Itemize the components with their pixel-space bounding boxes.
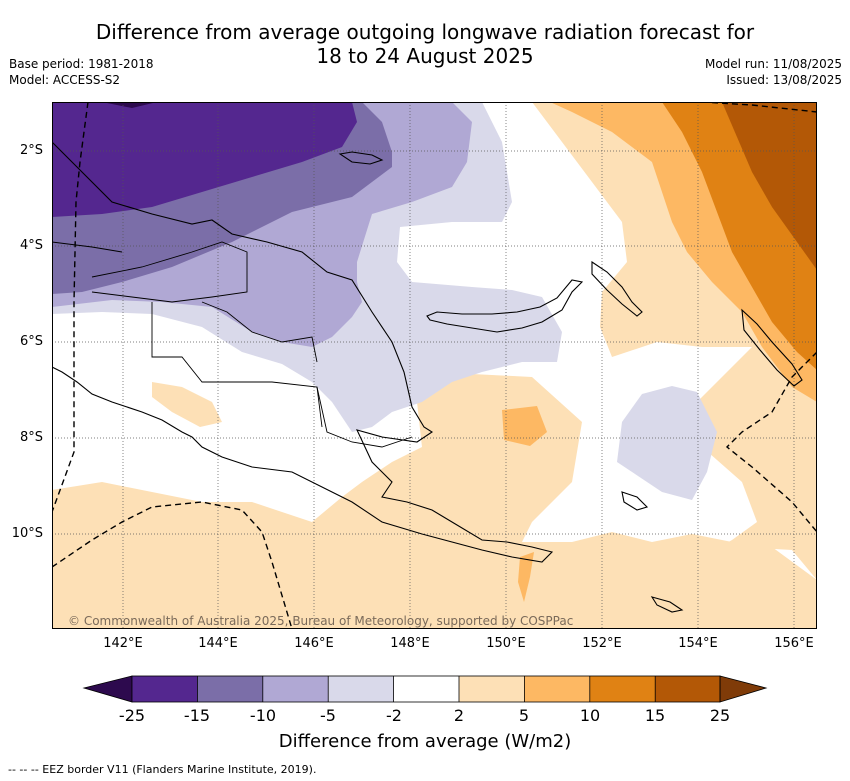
louisiade-coast	[650, 596, 684, 613]
colorbar-bin-neg25-neg15	[132, 676, 198, 702]
model-name: Model: ACCESS-S2	[9, 73, 121, 87]
x-label-148e: 148°E	[390, 636, 430, 651]
model-run: Model run: 11/08/2025	[704, 57, 842, 71]
colorbar-label-2: 2	[453, 706, 465, 725]
eez-east	[725, 351, 817, 533]
region-p5-10-south	[518, 552, 534, 602]
province-borders	[52, 241, 413, 448]
region-p2-5-south	[52, 374, 817, 629]
new-britain-coast	[426, 279, 584, 333]
colorbar-label-10: 10	[579, 706, 601, 725]
colorbar-extend-high	[719, 675, 768, 703]
colorbar-label-15: 15	[644, 706, 666, 725]
colorbar-title: Difference from average (W/m2)	[278, 731, 572, 752]
copyright-text: © Commonwealth of Australia 2025, Bureau…	[68, 614, 574, 628]
x-label-154e: 154°E	[678, 636, 718, 651]
x-label-150e: 150°E	[486, 636, 526, 651]
y-label-6s: 6°S	[19, 334, 43, 349]
colorbar-bin-neg15-neg10	[197, 676, 263, 702]
colorbar-label-neg10: -10	[249, 706, 277, 725]
region-neg25-neg15	[52, 102, 357, 217]
meta-left: Base period: 1981-2018 Model: ACCESS-S2	[9, 56, 154, 88]
colorbar-bin-neg2-2	[393, 676, 459, 702]
x-label-156e: 156°E	[774, 636, 814, 651]
colorbar-dividers	[131, 675, 721, 703]
base-period: Base period: 1981-2018	[9, 57, 154, 71]
colorbar-bin-neg10-neg5	[262, 676, 329, 702]
colorbar-bin-neg5-neg2	[328, 676, 394, 702]
colorbar-label-neg5: -5	[320, 706, 336, 725]
y-label-10s: 10°S	[11, 526, 43, 541]
colorbar-bin-2-5	[459, 676, 525, 702]
border-north	[91, 241, 248, 303]
y-label-2s: 2°S	[19, 143, 43, 158]
olr-anomaly-map	[52, 102, 817, 629]
colorbar-bin-15-25	[655, 676, 720, 702]
eez-borders	[52, 102, 817, 629]
meta-right: Model run: 11/08/2025 Issued: 13/08/2025	[705, 56, 842, 88]
colorbar-bin-5-10	[524, 676, 590, 702]
region-p15-25	[722, 102, 817, 270]
border-indonesia-png	[52, 241, 123, 437]
new-ireland-coast	[591, 260, 643, 317]
colorbar-bin-10-15	[589, 676, 656, 702]
map-frame	[52, 102, 817, 629]
new-guinea-coast	[52, 141, 554, 563]
trobriand-coast	[621, 491, 649, 511]
region-p2-5-west	[152, 382, 222, 427]
colorbar-label-neg25: -25	[118, 706, 146, 725]
coastlines	[52, 141, 803, 613]
region-lt-neg25	[102, 102, 157, 108]
map-title: Difference from average outgoing longwav…	[0, 20, 850, 68]
bougainville-coast	[741, 308, 803, 387]
region-neg5-neg2-east	[617, 386, 717, 500]
issued-date: Issued: 13/08/2025	[726, 73, 842, 87]
border-gulf	[316, 386, 413, 448]
colorbar-label-25: 25	[709, 706, 731, 725]
map-title-line1: Difference from average outgoing longwav…	[95, 20, 755, 44]
map-title-line2: 18 to 24 August 2025	[316, 44, 534, 68]
colorbar-label-neg2: -2	[386, 706, 402, 725]
colorbar-extend-low	[82, 675, 133, 703]
gridlines	[52, 102, 817, 629]
eez-northeast	[701, 102, 817, 113]
colorbar-label-5: 5	[518, 706, 530, 725]
x-label-144e: 144°E	[198, 636, 238, 651]
x-label-152e: 152°E	[582, 636, 622, 651]
eez-footnote: -- -- -- EEZ border V11 (Flanders Marine…	[8, 763, 317, 776]
border-highlands	[201, 301, 318, 363]
region-p5-10-center	[502, 406, 547, 446]
y-label-4s: 4°S	[19, 238, 43, 253]
colorbar-label-neg15: -15	[183, 706, 211, 725]
eez-west	[52, 102, 89, 513]
y-label-8s: 8°S	[19, 430, 43, 445]
colorbar	[82, 675, 768, 703]
manus-coast	[338, 151, 384, 165]
x-label-146e: 146°E	[294, 636, 334, 651]
x-label-142e: 142°E	[103, 636, 143, 651]
